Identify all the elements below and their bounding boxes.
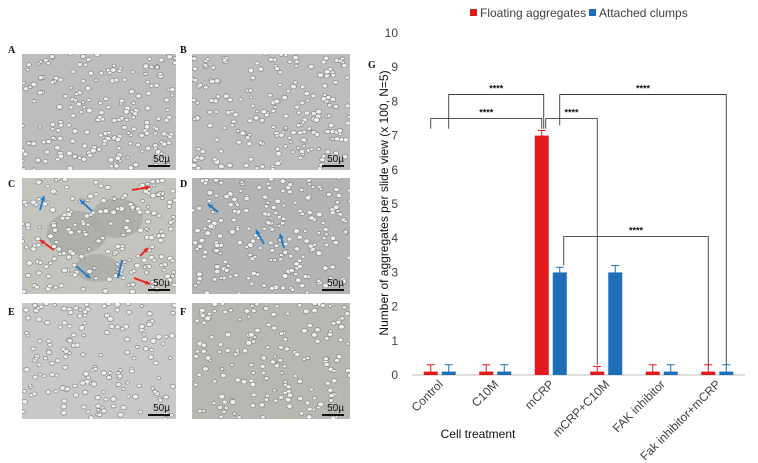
y-tick-label: 9 [391, 60, 398, 74]
y-tick-label: 4 [391, 231, 398, 245]
error-bar [426, 364, 435, 375]
chart-axes: 0 1 2 3 4 5 6 7 8 9 10 [385, 26, 745, 382]
error-bar [500, 364, 509, 375]
y-tick-label: 0 [391, 368, 398, 382]
significance-label: **** [489, 84, 504, 94]
chart-legend: Floating aggregates Attached clumps [470, 6, 688, 20]
error-bar [611, 265, 620, 280]
x-tick-label: Control [409, 377, 446, 414]
significance-bracket: **** [563, 225, 709, 365]
scale-bar [322, 414, 344, 416]
error-bar [537, 129, 546, 141]
x-tick-label: mCRP+C10M [550, 377, 612, 439]
panel-label-f: F [180, 307, 187, 318]
significance-brackets: **** **** **** **** **** [430, 84, 727, 365]
significance-bracket: **** [545, 108, 598, 365]
significance-bracket: **** [430, 108, 543, 129]
y-tick-label: 6 [391, 163, 398, 177]
significance-label: **** [636, 84, 651, 94]
cell-texture [22, 303, 176, 419]
panel-label-c: C [8, 179, 16, 190]
cell-texture [192, 54, 350, 170]
significance-bracket: **** [448, 84, 545, 129]
y-tick-label: 3 [391, 265, 398, 279]
scale-label: 50µ [327, 278, 344, 289]
panel-label-g: G [368, 60, 376, 71]
scale-bar [148, 165, 170, 167]
x-tick-label: mCRP [522, 377, 557, 412]
x-axis-title: Cell treatment [441, 427, 516, 441]
legend-swatch [589, 9, 596, 16]
error-bar [482, 364, 491, 375]
error-bar [666, 364, 675, 375]
cell-texture [22, 178, 176, 294]
significance-label: **** [629, 225, 644, 235]
legend-label: Floating aggregates [480, 6, 586, 20]
scale-bar [322, 289, 344, 291]
x-tick-label: C10M [469, 377, 502, 410]
scale-label: 50µ [153, 278, 170, 289]
legend-label: Attached clumps [599, 6, 688, 20]
panel-label-e: E [8, 307, 15, 318]
cell-texture [192, 303, 350, 419]
panel-label-a: A [8, 45, 16, 56]
y-tick-label: 5 [391, 197, 398, 211]
significance-label: **** [564, 108, 579, 118]
cell-texture [22, 54, 176, 170]
cell-texture [192, 178, 350, 294]
scale-bar [322, 165, 344, 167]
y-tick-label: 2 [391, 300, 398, 314]
error-bar [444, 364, 453, 375]
micrograph-e: 50µ [22, 303, 176, 419]
scale-label: 50µ [153, 403, 170, 414]
scale-bar [148, 414, 170, 416]
bar [552, 272, 567, 375]
scale-label: 50µ [327, 403, 344, 414]
bar [534, 135, 549, 375]
micrograph-a: 50µ [22, 54, 176, 170]
micrograph-d: 50µ [192, 178, 350, 294]
error-bar [555, 266, 564, 278]
significance-label: **** [479, 108, 494, 118]
x-tick-label: FAK inhibitor [610, 377, 668, 435]
legend-swatch [470, 9, 477, 16]
y-axis-title: Number of aggregates per slide view (x 1… [377, 70, 391, 335]
y-tick-label: 1 [391, 334, 398, 348]
scale-label: 50µ [153, 154, 170, 165]
bar [608, 272, 623, 375]
chart-bars [423, 129, 734, 375]
error-bar [648, 364, 657, 375]
significance-bracket: **** [559, 84, 727, 365]
y-tick-label: 7 [391, 129, 398, 143]
scale-bar [148, 289, 170, 291]
y-tick-label: 10 [385, 26, 399, 40]
micrograph-f: 50µ [192, 303, 350, 419]
y-tick-label: 8 [391, 94, 398, 108]
panel-label-d: D [180, 179, 188, 190]
micrograph-b: 50µ [192, 54, 350, 170]
scale-label: 50µ [327, 154, 344, 165]
error-bar [593, 365, 602, 375]
panel-label-b: B [180, 45, 187, 56]
micrograph-c: 50µ [22, 178, 176, 294]
